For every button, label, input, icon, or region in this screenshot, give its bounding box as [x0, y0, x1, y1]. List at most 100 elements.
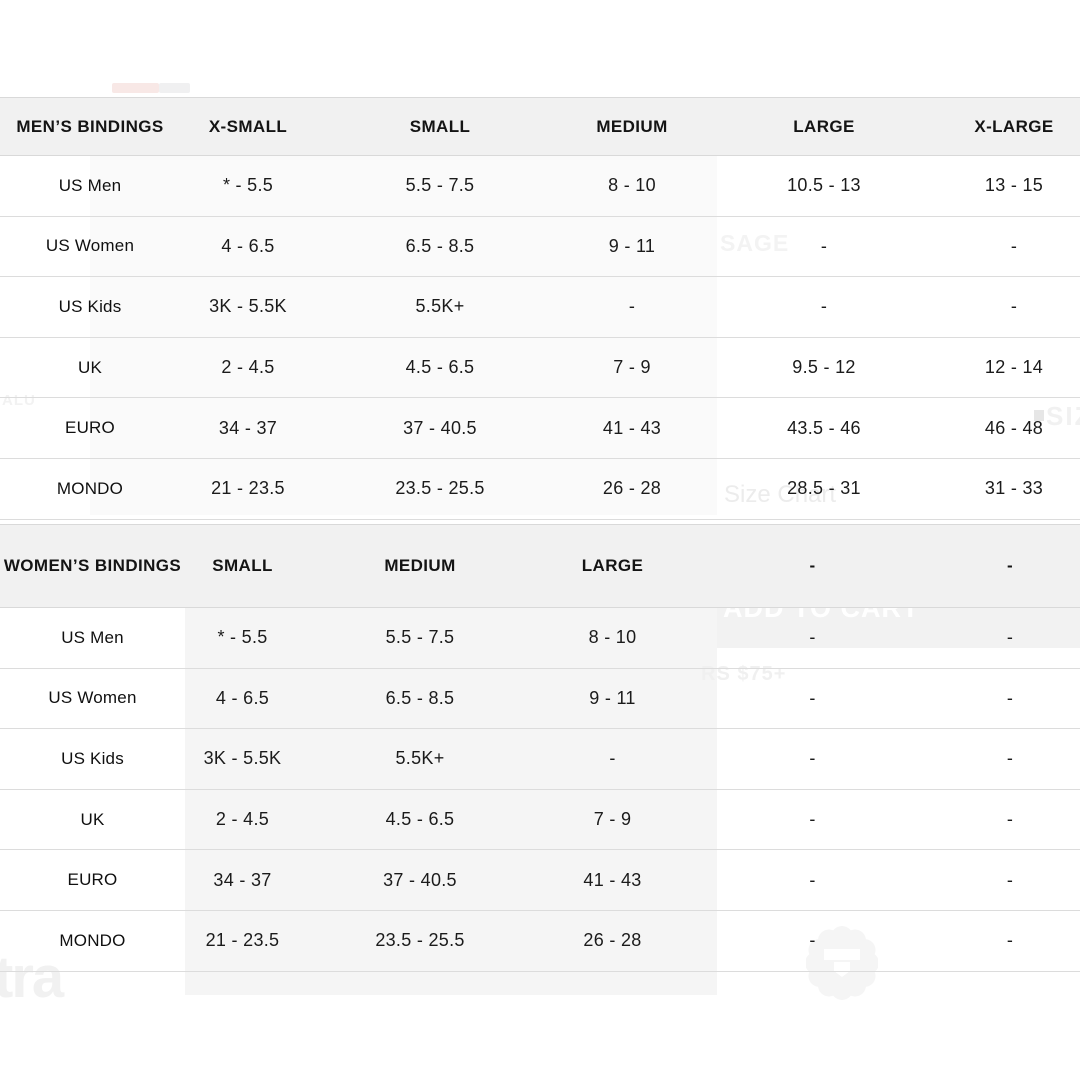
cell: 9 - 11: [540, 668, 685, 730]
cell: 4 - 6.5: [185, 668, 300, 730]
cell: -: [685, 789, 940, 851]
table-row: MONDO 21 - 23.5 23.5 - 25.5 26 - 28 - -: [0, 910, 1080, 972]
cell: -: [685, 728, 940, 790]
row-label: US Men: [0, 607, 185, 669]
cell: 26 - 28: [540, 910, 685, 972]
cell: 10.5 - 13: [700, 155, 948, 217]
row-label: MONDO: [0, 458, 180, 520]
column-header-small: SMALL: [316, 97, 564, 156]
cell: 9.5 - 12: [700, 337, 948, 399]
cell: 5.5 - 7.5: [316, 155, 564, 217]
cell: -: [940, 607, 1080, 669]
column-header-xsmall: X-SMALL: [180, 97, 316, 156]
cell: 4.5 - 6.5: [300, 789, 540, 851]
cell: 23.5 - 25.5: [316, 458, 564, 520]
mens-section-title: MEN’S BINDINGS: [0, 97, 180, 156]
row-label: US Men: [0, 155, 180, 217]
row-label: MONDO: [0, 910, 185, 972]
cell: 13 - 15: [948, 155, 1080, 217]
table-row: US Women 4 - 6.5 6.5 - 8.5 9 - 11 - -: [0, 668, 1080, 730]
cell: 9 - 11: [564, 216, 700, 278]
table-row: US Kids 3K - 5.5K 5.5K+ - - -: [0, 276, 1080, 338]
cell: -: [948, 216, 1080, 278]
row-label: US Kids: [0, 276, 180, 338]
cell: -: [940, 910, 1080, 972]
row-label: US Women: [0, 216, 180, 278]
cell: -: [700, 276, 948, 338]
row-label: EURO: [0, 397, 180, 459]
underlay-smudge-pink: [112, 83, 159, 93]
cell: -: [940, 668, 1080, 730]
cell: 34 - 37: [180, 397, 316, 459]
cell: 4 - 6.5: [180, 216, 316, 278]
cell: 7 - 9: [564, 337, 700, 399]
cell: 43.5 - 46: [700, 397, 948, 459]
table-row: UK 2 - 4.5 4.5 - 6.5 7 - 9 9.5 - 12 12 -…: [0, 337, 1080, 399]
cell: 41 - 43: [540, 849, 685, 911]
table-row: EURO 34 - 37 37 - 40.5 41 - 43 43.5 - 46…: [0, 397, 1080, 459]
row-label: US Women: [0, 668, 185, 730]
column-header-medium: MEDIUM: [564, 97, 700, 156]
cell: 21 - 23.5: [180, 458, 316, 520]
cell: -: [948, 276, 1080, 338]
table-row: US Women 4 - 6.5 6.5 - 8.5 9 - 11 - -: [0, 216, 1080, 278]
cell: 3K - 5.5K: [185, 728, 300, 790]
cell: 26 - 28: [564, 458, 700, 520]
cell: 8 - 10: [540, 607, 685, 669]
cell: -: [685, 607, 940, 669]
row-label: UK: [0, 789, 185, 851]
cell: 21 - 23.5: [185, 910, 300, 972]
cell: 5.5K+: [300, 728, 540, 790]
cell: 2 - 4.5: [180, 337, 316, 399]
cell: * - 5.5: [185, 607, 300, 669]
cell: 34 - 37: [185, 849, 300, 911]
column-header-dash: -: [940, 524, 1080, 608]
cell: 6.5 - 8.5: [316, 216, 564, 278]
table-row: US Kids 3K - 5.5K 5.5K+ - - -: [0, 728, 1080, 790]
cell: 41 - 43: [564, 397, 700, 459]
cell: 5.5K+: [316, 276, 564, 338]
cell: * - 5.5: [180, 155, 316, 217]
table-row: US Men * - 5.5 5.5 - 7.5 8 - 10 10.5 - 1…: [0, 155, 1080, 217]
column-header-large: LARGE: [540, 524, 685, 608]
row-label: US Kids: [0, 728, 185, 790]
cell: -: [685, 910, 940, 972]
column-header-medium: MEDIUM: [300, 524, 540, 608]
cell: 37 - 40.5: [316, 397, 564, 459]
table-row: UK 2 - 4.5 4.5 - 6.5 7 - 9 - -: [0, 789, 1080, 851]
cell: 12 - 14: [948, 337, 1080, 399]
cell: 5.5 - 7.5: [300, 607, 540, 669]
row-label: UK: [0, 337, 180, 399]
cell: 31 - 33: [948, 458, 1080, 520]
table-row: EURO 34 - 37 37 - 40.5 41 - 43 - -: [0, 849, 1080, 911]
cell: 6.5 - 8.5: [300, 668, 540, 730]
table-row: US Men * - 5.5 5.5 - 7.5 8 - 10 - -: [0, 607, 1080, 669]
womens-header-row: WOMEN’S BINDINGS SMALL MEDIUM LARGE - -: [0, 524, 1080, 608]
column-header-large: LARGE: [700, 97, 948, 156]
mens-header-row: MEN’S BINDINGS X-SMALL SMALL MEDIUM LARG…: [0, 97, 1080, 156]
cell: -: [540, 728, 685, 790]
cell: -: [564, 276, 700, 338]
underlay-smudge-gray: [159, 83, 190, 93]
cell: 3K - 5.5K: [180, 276, 316, 338]
table-row: MONDO 21 - 23.5 23.5 - 25.5 26 - 28 28.5…: [0, 458, 1080, 520]
cell: 8 - 10: [564, 155, 700, 217]
cell: 23.5 - 25.5: [300, 910, 540, 972]
cell: 28.5 - 31: [700, 458, 948, 520]
cell: -: [940, 849, 1080, 911]
cell: -: [940, 789, 1080, 851]
cell: 37 - 40.5: [300, 849, 540, 911]
cell: 46 - 48: [948, 397, 1080, 459]
womens-bindings-table: WOMEN’S BINDINGS SMALL MEDIUM LARGE - - …: [0, 524, 1080, 972]
column-header-xlarge: X-LARGE: [948, 97, 1080, 156]
mens-bindings-table: MEN’S BINDINGS X-SMALL SMALL MEDIUM LARG…: [0, 97, 1080, 520]
column-header-dash: -: [685, 524, 940, 608]
cell: -: [700, 216, 948, 278]
cell: 7 - 9: [540, 789, 685, 851]
cell: 4.5 - 6.5: [316, 337, 564, 399]
row-label: EURO: [0, 849, 185, 911]
womens-section-title: WOMEN’S BINDINGS: [0, 524, 185, 608]
cell: -: [685, 668, 940, 730]
cell: 2 - 4.5: [185, 789, 300, 851]
